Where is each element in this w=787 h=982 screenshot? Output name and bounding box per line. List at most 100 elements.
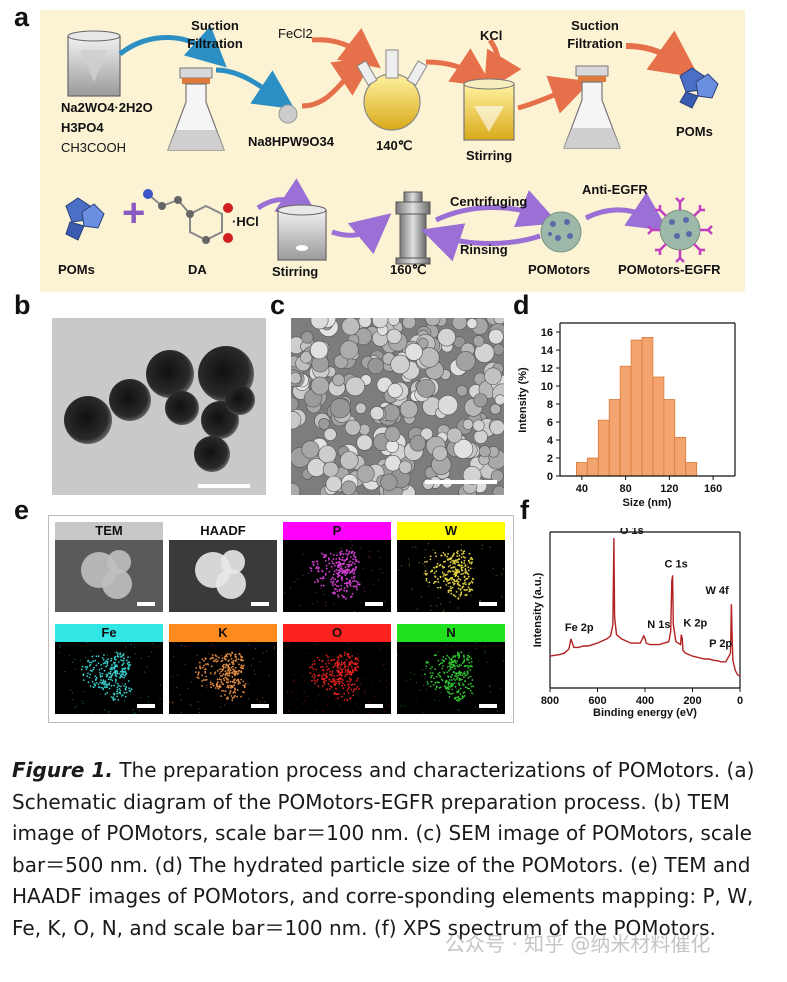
poms-crystal-2 xyxy=(65,197,105,241)
mapping-dot xyxy=(234,691,236,694)
mapping-dot xyxy=(455,662,458,664)
sem-particle xyxy=(416,378,436,398)
mapping-dot xyxy=(401,704,403,706)
sem-particle xyxy=(489,403,501,415)
mapping-dot xyxy=(216,659,219,662)
mapping-dot xyxy=(206,684,208,686)
mapping-dot xyxy=(101,686,103,689)
mapping-particles xyxy=(81,550,132,599)
mapping-dot xyxy=(333,603,335,605)
mapping-dot xyxy=(234,660,237,663)
mapping-dot xyxy=(110,659,112,662)
mapping-dot xyxy=(296,578,299,580)
hist-xtick-label: 40 xyxy=(576,483,588,495)
mapping-dot xyxy=(448,696,451,698)
mapping-dot xyxy=(213,673,216,675)
mapping-dot xyxy=(459,674,462,677)
mapping-dot xyxy=(469,567,472,570)
hist-ytick-label: 8 xyxy=(547,399,553,411)
mapping-dot xyxy=(442,552,445,554)
mapping-dot xyxy=(350,688,352,691)
xps-xtick-label: 800 xyxy=(541,695,559,707)
mapping-dot xyxy=(229,655,232,657)
mapping-dot xyxy=(323,680,325,683)
mapping-dot xyxy=(431,669,433,672)
mapping-dot xyxy=(302,574,304,577)
mapping-scale-bar xyxy=(365,602,383,606)
mapping-dot xyxy=(130,688,133,691)
hcl-label: ·HCl xyxy=(232,214,259,229)
mapping-dot xyxy=(447,685,450,687)
suction-label-1b: Filtration xyxy=(187,36,243,51)
mapping-dot xyxy=(436,605,438,607)
mapping-dot xyxy=(229,684,232,687)
mapping-dot xyxy=(119,689,122,692)
mapping-dot xyxy=(459,595,462,597)
suction-flask-2 xyxy=(563,65,621,149)
mapping-dot xyxy=(427,543,430,545)
sem-particle xyxy=(387,382,403,399)
mapping-dot xyxy=(128,687,130,690)
pomotors-particle xyxy=(540,211,582,253)
mapping-dot xyxy=(202,666,204,669)
mapping-dot xyxy=(425,688,427,690)
mapping-dot xyxy=(442,611,444,612)
mapping-dot xyxy=(346,654,349,657)
mapping-dot xyxy=(353,572,356,574)
mapping-dot xyxy=(240,671,243,674)
mapping-dot xyxy=(114,672,117,674)
mapping-dot xyxy=(209,683,212,686)
mapping-dot xyxy=(204,668,206,671)
mapping-dot xyxy=(447,559,449,561)
mapping-dot xyxy=(341,572,343,575)
xps-peak-label: Fe 2p xyxy=(565,622,594,634)
mapping-dot xyxy=(316,560,318,563)
sem-particle xyxy=(291,372,302,385)
mapping-dot xyxy=(205,678,208,681)
histogram-bar xyxy=(597,419,610,477)
mapping-dot xyxy=(250,664,252,666)
mapping-dot xyxy=(368,712,370,714)
mapping-dot xyxy=(336,693,338,696)
sem-particle xyxy=(322,461,339,478)
rinsing-label: Rinsing xyxy=(460,242,508,257)
mapping-dot xyxy=(231,672,234,674)
sem-particles xyxy=(291,318,504,495)
mapping-dot xyxy=(353,577,355,580)
mapping-dot xyxy=(211,643,213,646)
mapping-dot xyxy=(294,581,296,583)
mapping-dot xyxy=(486,661,488,663)
mapping-dot xyxy=(123,685,125,687)
mapping-dot xyxy=(459,687,462,690)
mapping-dot xyxy=(304,680,306,682)
mapping-dot xyxy=(236,679,238,682)
mapping-dot xyxy=(426,560,428,563)
mapping-dot xyxy=(335,698,337,700)
mapping-dot xyxy=(463,695,466,697)
mapping-dot xyxy=(457,700,459,703)
mapping-dot xyxy=(222,673,225,676)
mapping-dot xyxy=(454,672,456,674)
dopamine-molecule xyxy=(143,189,233,244)
sem-particle xyxy=(367,357,385,375)
mapping-dot xyxy=(116,692,118,695)
histogram-bar xyxy=(641,336,654,477)
mapping-dot xyxy=(337,596,340,598)
mapping-dot xyxy=(116,690,119,693)
mapping-dot xyxy=(94,675,97,677)
mapping-dot xyxy=(348,593,350,595)
mapping-dot xyxy=(88,676,91,679)
sem-particle xyxy=(432,445,448,462)
mapping-dot xyxy=(101,657,104,659)
mapping-dot xyxy=(385,679,387,681)
mapping-scale-bar xyxy=(251,602,269,606)
beaker-stirring-2 xyxy=(277,204,327,261)
mapping-dot xyxy=(232,691,235,694)
mapping-dot xyxy=(240,664,243,667)
mapping-dot xyxy=(344,566,347,569)
mapping-dot xyxy=(234,655,237,658)
mapping-dot xyxy=(87,672,89,675)
mapping-dot xyxy=(224,690,227,693)
mapping-dot xyxy=(133,712,135,714)
mapping-dot xyxy=(173,642,175,643)
